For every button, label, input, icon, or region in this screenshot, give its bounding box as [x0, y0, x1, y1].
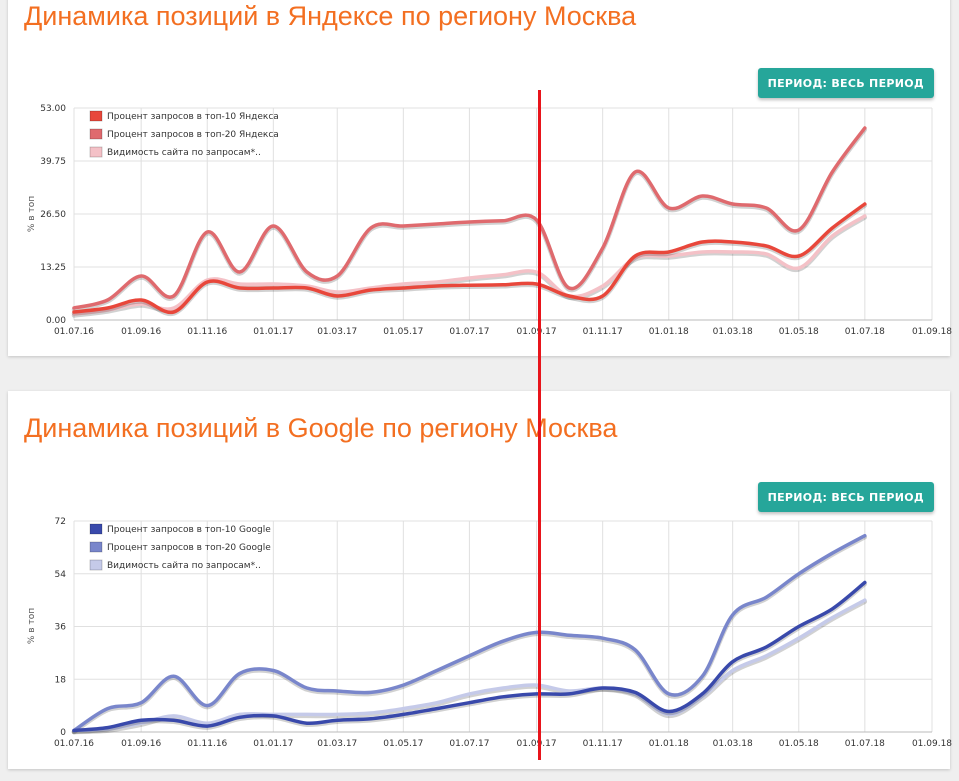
google-x-tick-label: 01.11.16	[187, 739, 227, 749]
google-x-tick-label: 01.03.17	[317, 739, 357, 749]
yandex-x-tick-label: 01.07.18	[845, 327, 885, 337]
yandex-x-tick-label: 01.09.17	[517, 327, 557, 337]
google-x-tick-label: 01.09.17	[517, 739, 557, 749]
yandex-legend-label-1[interactable]: Процент запросов в топ-10 Яндекса	[107, 112, 279, 122]
yandex-x-tick-label: 01.11.17	[583, 327, 623, 337]
google-chart-title: Динамика позиций в Google по региону Мос…	[24, 413, 618, 443]
google-chart-card: Динамика позиций в Google по региону Мос…	[8, 391, 952, 769]
yandex-series-line-1	[72, 202, 867, 315]
google-x-tick-label: 01.09.18	[912, 739, 952, 749]
google-legend-label-2[interactable]: Процент запросов в топ-20 Google	[107, 543, 271, 553]
google-y-tick-label: 0	[60, 728, 66, 738]
yandex-y-tick-label: 39.75	[40, 157, 66, 167]
yandex-chart-card: Динамика позиций в Яндексе по региону Мо…	[8, 0, 952, 356]
yandex-y-tick-label: 53.00	[40, 104, 66, 114]
google-legend-swatch-1[interactable]	[89, 523, 103, 535]
yandex-legend-swatch-2[interactable]	[89, 128, 103, 140]
google-y-tick-label: 18	[55, 675, 67, 685]
google-x-tick-label: 01.09.16	[121, 739, 161, 749]
google-legend-label-1[interactable]: Процент запросов в топ-10 Google	[107, 525, 271, 535]
yandex-line-chart: 01.07.16 01.09.16 01.11.16 01.01.17 01.03.17…	[27, 104, 952, 337]
google-x-tick-label: 01.07.16	[54, 739, 94, 749]
yandex-y-tick-label: 13.25	[40, 263, 66, 273]
yandex-x-tick-label: 01.03.17	[317, 327, 357, 337]
yandex-series-line-2	[72, 126, 867, 310]
yandex-legend-label-2[interactable]: Процент запросов в топ-20 Яндекса	[107, 130, 279, 140]
yandex-y-tick-label: 0.00	[46, 316, 66, 326]
yandex-y-axis-label: % в топ	[27, 196, 37, 232]
yandex-legend-label-3[interactable]: Видимость сайта по запросам*..	[107, 148, 261, 158]
yandex-x-tick-label: 01.07.17	[449, 327, 489, 337]
yandex-chart-title: Динамика позиций в Яндексе по региону Мо…	[24, 1, 637, 31]
yandex-legend-swatch-1[interactable]	[89, 110, 103, 122]
yandex-x-tick-label: 01.05.17	[383, 327, 423, 337]
yandex-series-line-3	[72, 214, 867, 316]
yandex-x-tick-label: 01.07.16	[54, 327, 94, 337]
google-x-tick-label: 01.07.17	[449, 739, 489, 749]
yandex-x-tick-label: 01.09.16	[121, 327, 161, 337]
yandex-y-tick-label: 26.50	[40, 210, 66, 220]
google-x-tick-label: 01.01.17	[253, 739, 293, 749]
google-x-tick-label: 01.05.17	[383, 739, 423, 749]
google-legend-swatch-2[interactable]	[89, 541, 103, 553]
google-y-tick-label: 36	[55, 623, 67, 633]
google-series-line-1	[72, 580, 867, 733]
google-y-axis-label: % в топ	[27, 608, 37, 644]
yandex-x-tick-label: 01.11.16	[187, 327, 227, 337]
google-x-tick-label: 01.03.18	[713, 739, 753, 749]
google-y-tick-label: 54	[55, 570, 67, 580]
google-x-tick-label: 01.01.18	[649, 739, 689, 749]
google-x-tick-label: 01.07.18	[845, 739, 885, 749]
google-legend: Процент запросов в топ-10 Google Процент …	[89, 523, 271, 571]
google-y-tick-label: 72	[55, 517, 66, 527]
google-legend-label-3[interactable]: Видимость сайта по запросам*..	[107, 561, 261, 571]
google-x-tick-label: 01.11.17	[583, 739, 623, 749]
yandex-legend-swatch-3[interactable]	[89, 146, 103, 158]
google-legend-swatch-3[interactable]	[89, 559, 103, 571]
google-x-tick-label: 01.05.18	[779, 739, 819, 749]
google-series-line-2	[72, 533, 867, 733]
yandex-period-button[interactable]: ПЕРИОД: ВЕСЬ ПЕРИОД	[757, 68, 934, 98]
google-line-chart: 01.07.16 01.09.16 01.11.16 01.01.17 01.03.17…	[27, 517, 952, 749]
yandex-x-tick-label: 01.01.18	[649, 327, 689, 337]
red-marker-line	[538, 90, 541, 760]
yandex-x-tick-label: 01.09.18	[912, 327, 952, 337]
yandex-legend: Процент запросов в топ-10 Яндекса Процент…	[89, 110, 279, 158]
yandex-x-tick-label: 01.05.18	[779, 327, 819, 337]
google-series-line-3	[72, 598, 867, 733]
google-period-button[interactable]: ПЕРИОД: ВЕСЬ ПЕРИОД	[757, 482, 934, 512]
yandex-x-tick-label: 01.01.17	[253, 327, 293, 337]
yandex-x-tick-label: 01.03.18	[713, 327, 753, 337]
